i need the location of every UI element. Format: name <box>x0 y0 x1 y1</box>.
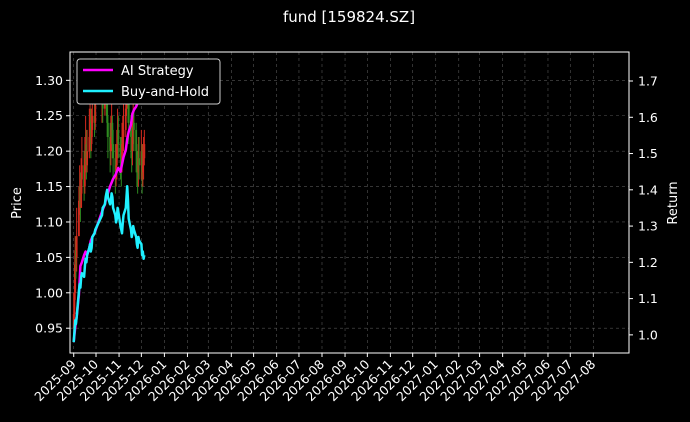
y-axis-right: 1.0 1.1 1.2 1.3 1.4 1.5 1.6 1.7 <box>629 74 658 342</box>
candle-body <box>141 165 144 173</box>
y-axis-left: 0.95 1.00 1.05 1.10 1.15 1.20 1.25 1.30 <box>35 73 70 336</box>
y-right-tick-label: 1.1 <box>638 291 658 306</box>
candle-body <box>142 158 145 166</box>
candle-body <box>135 129 138 152</box>
y-left-tick-label: 1.15 <box>35 179 63 194</box>
candle-body <box>141 151 144 173</box>
chart-title: fund [159824.SZ] <box>283 8 415 26</box>
candle-body <box>109 136 112 152</box>
y-right-tick-label: 1.4 <box>638 182 658 197</box>
candle-body <box>122 129 125 137</box>
candle-body <box>83 158 86 187</box>
y-left-tick-label: 1.30 <box>35 73 63 88</box>
candle-body <box>127 101 130 123</box>
buy-and-hold-line <box>72 184 146 343</box>
candle-body <box>111 122 114 145</box>
candle-body <box>121 144 123 166</box>
candle-body <box>80 179 83 208</box>
candle-body <box>80 165 83 180</box>
candle-body <box>106 101 109 123</box>
candle-body <box>117 129 120 145</box>
candle-body <box>124 108 127 130</box>
ai-strategy-line <box>72 91 144 343</box>
legend-label-ai-strategy: AI Strategy <box>121 64 194 79</box>
candle-body <box>133 122 135 130</box>
y-right-tick-label: 1.7 <box>638 74 658 89</box>
candle-body <box>75 236 78 258</box>
candle-body <box>136 151 138 166</box>
candle-body <box>74 250 77 293</box>
y-right-tick-label: 1.0 <box>638 327 658 342</box>
y-left-tick-label: 1.00 <box>35 285 63 300</box>
y-right-tick-label: 1.3 <box>638 219 658 234</box>
plot-frame <box>69 51 630 354</box>
y-axis-right-label: Return <box>666 181 681 224</box>
y-left-tick-label: 1.10 <box>35 214 63 229</box>
y-left-tick-label: 1.05 <box>35 250 63 265</box>
legend: AI Strategy Buy-and-Hold <box>76 58 221 105</box>
candle-body <box>86 151 88 166</box>
y-left-tick-label: 1.20 <box>35 144 63 159</box>
candle-body <box>91 115 94 130</box>
y-left-tick-label: 1.25 <box>35 108 63 123</box>
candle-body <box>107 122 109 137</box>
candle-body <box>115 165 117 173</box>
candle-body <box>90 129 93 145</box>
candle-body <box>138 158 141 166</box>
y-left-tick-label: 0.95 <box>35 321 63 336</box>
candle-body <box>143 144 146 159</box>
y-right-tick-label: 1.5 <box>638 146 658 161</box>
candle-body <box>112 144 115 159</box>
y-axis-left-label: Price <box>10 187 25 219</box>
y-right-tick-label: 1.6 <box>638 110 658 125</box>
candle-body <box>88 136 91 152</box>
candle-body <box>121 136 124 145</box>
legend-label-buy-and-hold: Buy-and-Hold <box>121 85 209 100</box>
candle-body <box>72 314 75 329</box>
candle-body <box>78 200 80 237</box>
candle-body <box>94 101 97 123</box>
candle-body <box>115 151 118 166</box>
candle-body <box>73 292 76 315</box>
line-series <box>72 91 146 343</box>
candle-body <box>131 136 134 152</box>
candle-body <box>119 144 122 159</box>
y-right-tick-label: 1.2 <box>638 255 658 270</box>
candle-body <box>130 122 132 137</box>
